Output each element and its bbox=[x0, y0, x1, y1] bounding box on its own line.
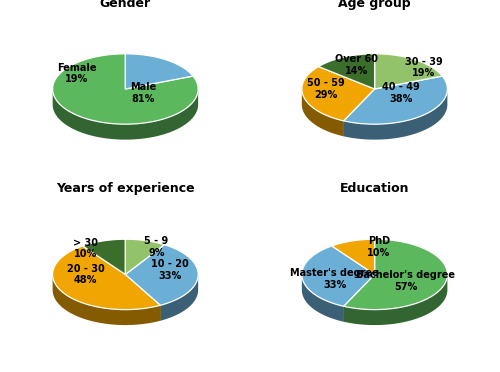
Polygon shape bbox=[160, 275, 198, 321]
Polygon shape bbox=[52, 275, 160, 325]
Polygon shape bbox=[52, 89, 198, 140]
Polygon shape bbox=[332, 239, 374, 275]
Polygon shape bbox=[126, 245, 198, 305]
Text: Over 60
14%: Over 60 14% bbox=[336, 54, 378, 76]
Polygon shape bbox=[126, 54, 193, 89]
Text: > 30
10%: > 30 10% bbox=[73, 238, 98, 259]
Polygon shape bbox=[344, 76, 448, 124]
Polygon shape bbox=[126, 275, 160, 321]
Polygon shape bbox=[344, 275, 374, 322]
Text: 10 - 20
33%: 10 - 20 33% bbox=[151, 259, 188, 281]
Polygon shape bbox=[344, 275, 374, 322]
Polygon shape bbox=[302, 89, 344, 136]
Title: Gender: Gender bbox=[100, 0, 151, 10]
Polygon shape bbox=[82, 239, 126, 275]
Polygon shape bbox=[302, 67, 374, 121]
Polygon shape bbox=[374, 54, 442, 89]
Polygon shape bbox=[318, 54, 374, 89]
Text: PhD
10%: PhD 10% bbox=[368, 236, 390, 258]
Text: 40 - 49
38%: 40 - 49 38% bbox=[382, 83, 420, 104]
Title: Education: Education bbox=[340, 182, 409, 195]
Text: 50 - 59
29%: 50 - 59 29% bbox=[307, 78, 344, 100]
Polygon shape bbox=[344, 239, 448, 310]
Text: Master's degree
33%: Master's degree 33% bbox=[290, 268, 379, 289]
Polygon shape bbox=[302, 275, 344, 322]
Polygon shape bbox=[344, 275, 448, 325]
Text: Female
19%: Female 19% bbox=[57, 63, 96, 84]
Polygon shape bbox=[126, 239, 164, 275]
Text: Bachelor's degree
57%: Bachelor's degree 57% bbox=[356, 270, 455, 292]
Polygon shape bbox=[52, 54, 198, 124]
Polygon shape bbox=[344, 89, 374, 136]
Text: 20 - 30
48%: 20 - 30 48% bbox=[66, 264, 104, 285]
Text: 5 - 9
9%: 5 - 9 9% bbox=[144, 236, 169, 258]
Title: Years of experience: Years of experience bbox=[56, 182, 194, 195]
Polygon shape bbox=[344, 89, 374, 136]
Title: Age group: Age group bbox=[338, 0, 411, 10]
Polygon shape bbox=[344, 90, 448, 140]
Text: Male
81%: Male 81% bbox=[130, 83, 156, 104]
Polygon shape bbox=[126, 275, 160, 321]
Polygon shape bbox=[302, 246, 374, 306]
Text: 30 - 39
19%: 30 - 39 19% bbox=[404, 57, 442, 78]
Polygon shape bbox=[52, 246, 160, 310]
